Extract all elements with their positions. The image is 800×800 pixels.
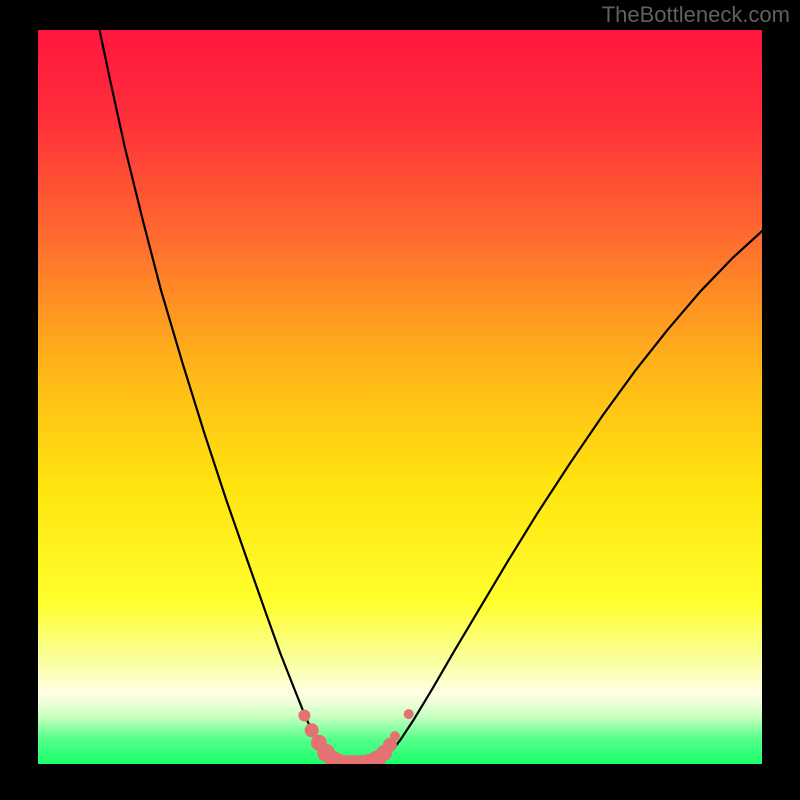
trough-marker <box>390 731 400 741</box>
watermark-text: TheBottleneck.com <box>602 2 790 28</box>
plot-background <box>38 30 762 764</box>
trough-marker <box>298 710 310 722</box>
trough-marker <box>404 709 414 719</box>
bottleneck-chart <box>0 0 800 800</box>
chart-frame: TheBottleneck.com <box>0 0 800 800</box>
